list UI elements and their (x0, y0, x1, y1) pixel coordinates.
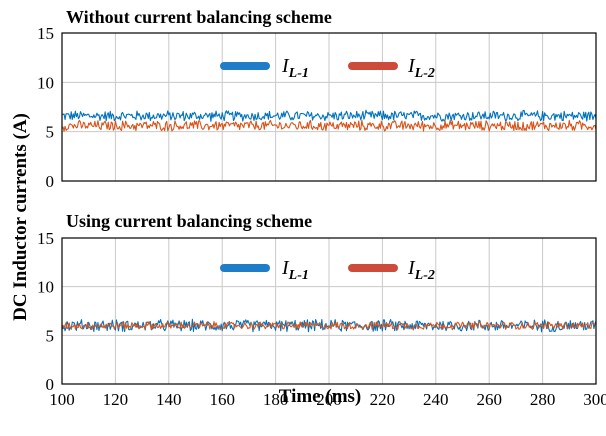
plot-frame (61, 32, 597, 182)
plot-frame (61, 237, 597, 385)
x-tick-label: 220 (370, 390, 396, 409)
y-tick-label: 15 (37, 24, 54, 43)
bottom-plot-title: Using current balancing scheme (66, 211, 312, 231)
y-tick-label: 0 (46, 172, 55, 191)
x-axis-label: Time (ms) (279, 386, 362, 407)
legend-label-l-2: IL-2 (407, 257, 435, 283)
y-tick-label: 10 (37, 73, 54, 92)
x-tick-label: 140 (156, 390, 182, 409)
x-tick-label: 120 (103, 390, 129, 409)
top-plot-title: Without current balancing scheme (66, 7, 332, 27)
y-tick-label: 5 (46, 326, 55, 345)
x-tick-label: 200 (316, 390, 342, 409)
legend-label-l-1: IL-1 (281, 55, 309, 81)
x-tick-label: 240 (423, 390, 449, 409)
top-plot-panel: Without current balancing scheme 0 5 10 15 I… (37, 7, 597, 191)
series-line-l-2 (61, 320, 597, 331)
series-line-l-2 (61, 119, 597, 132)
bottom-plot-panel: Using current balancing scheme 0 5 10 15 100… (37, 211, 606, 409)
x-tick-label: 100 (49, 390, 75, 409)
y-tick-label: 10 (37, 278, 54, 297)
series-line-l-1 (61, 109, 597, 122)
x-tick-label: 280 (530, 390, 556, 409)
x-tick-label: 300 (583, 390, 606, 409)
y-axis-label: DC Inductor currents (A) (10, 113, 31, 321)
y-tick-label: 15 (37, 229, 54, 248)
x-tick-label: 260 (476, 390, 502, 409)
y-tick-label: 0 (46, 375, 55, 394)
legend-label-l-1: IL-1 (281, 257, 309, 283)
x-tick-label: 160 (209, 390, 235, 409)
y-tick-label: 5 (46, 123, 55, 142)
legend-label-l-2: IL-2 (407, 55, 435, 81)
x-tick-label: 180 (263, 390, 289, 409)
